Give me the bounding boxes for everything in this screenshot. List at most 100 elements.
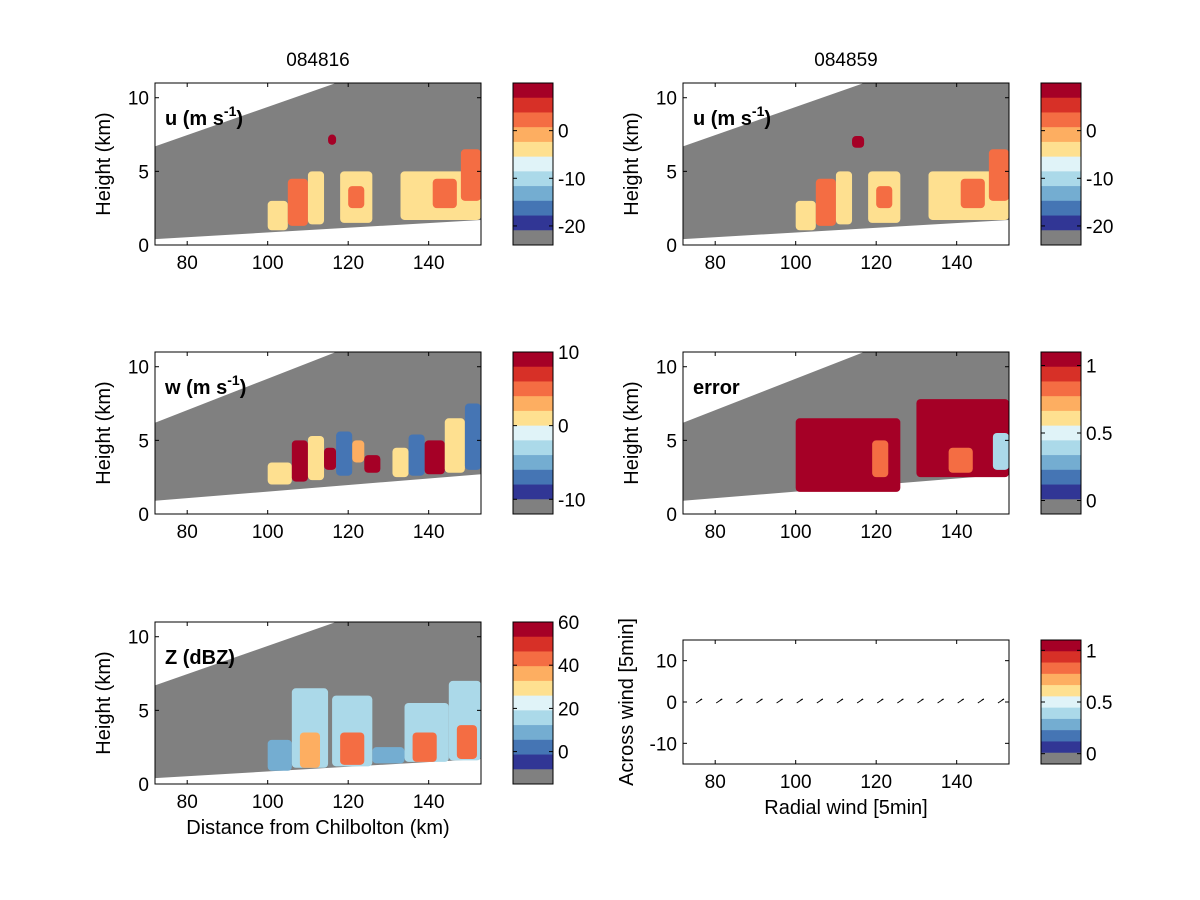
data-cell [432,178,457,209]
data-cell [328,134,337,145]
data-cell [876,186,893,209]
data-cell [392,447,409,478]
colorbar-segment [513,156,553,172]
data-cell [348,186,365,209]
x-axis-label: Radial wind [5min] [764,797,927,819]
panel-label-main: error [693,377,740,399]
colorbar-segment [1041,83,1081,99]
data-cell [364,455,381,473]
y-axis-label: Height (km) [93,651,115,754]
panel-label-main: w (m s [164,377,227,399]
data-cell [460,149,481,201]
data-cell [992,433,1009,470]
colorbar-segment [513,769,553,785]
colorbar-tick-label: 1 [1086,641,1097,662]
x-tick-label: 100 [252,253,284,274]
colorbar-segment [1041,127,1081,143]
colorbar-segment [513,366,553,382]
data-cell [372,747,405,764]
x-tick-label: 140 [941,253,973,274]
axes-frame [682,351,1010,515]
colorbar-segment [1041,730,1081,742]
colorbar-tick-label: -20 [558,217,585,238]
x-tick-label: 120 [860,772,892,793]
panel-label: Z (dBZ) [165,647,235,669]
colorbar-segment [513,710,553,726]
colorbar-frame [512,351,554,515]
colorbar-segment [513,636,553,652]
colorbar-frame [512,82,554,246]
colorbar-segment [1041,352,1081,368]
colorbar-segment [513,381,553,397]
panel-label-close: ) [764,108,771,130]
plot-area [683,352,1009,501]
panel-label-superscript: -1 [752,103,765,119]
data-cell [324,447,337,470]
data-cell [307,435,325,481]
colorbar-tick-label: 0 [558,122,569,143]
x-tick-label: 140 [413,792,445,813]
colorbar-segment [1041,469,1081,486]
colorbar-frame [512,621,554,785]
y-tick-label: 5 [666,162,677,183]
colorbar-segment [1041,696,1081,709]
colorbar-segment [513,97,553,113]
plot-area [155,622,481,779]
colorbar-segment [1041,396,1081,412]
colorbar-segment [1041,440,1081,456]
colorbar-segment [1041,186,1081,202]
data-cell [267,462,292,485]
colorbar-tick-label: 0 [558,417,569,438]
wind-vector-head [981,698,985,701]
colorbar-segment [513,410,553,427]
column-title-right: 084859 [814,50,877,71]
x-tick-label: 80 [705,522,726,543]
data-cell [412,732,437,762]
data-cell [456,725,477,759]
colorbar-tick-label: 0.5 [1086,424,1112,445]
data-cell [960,178,985,209]
colorbar-tick-label: 0 [1086,745,1097,766]
colorbar-segment [513,695,553,711]
colorbar-segment [513,127,553,143]
colorbar-segment [513,112,553,128]
colorbar-tick-label: 20 [558,699,579,720]
colorbar-segment [513,352,553,368]
y-axis-label: Height (km) [621,112,643,215]
x-tick-label: 80 [705,253,726,274]
colorbar-segment [1041,455,1081,471]
y-tick-label: 0 [138,505,149,526]
panel-label-superscript: -1 [224,103,237,119]
colorbar-tick-label: -10 [558,490,585,511]
plot-area [695,698,1005,704]
colorbar-segment [513,200,553,217]
colorbar-segment [1041,97,1081,113]
wind-vector-head [860,698,864,701]
colorbar-segment [513,215,553,231]
data-cell [815,178,836,226]
data-cell [872,440,889,478]
wind-vector-head [921,698,924,701]
x-tick-label: 80 [177,253,198,274]
colorbar-segment [1041,685,1081,697]
x-tick-label: 120 [332,792,364,813]
colorbar-segment [513,725,553,741]
y-axis-label: Across wind [5min] [616,618,638,786]
axes-frame [682,82,1010,246]
panel-label: u (m s-1) [165,103,243,130]
x-tick-label: 140 [413,522,445,543]
wind-vector-head [699,698,703,701]
x-tick-label: 100 [780,772,812,793]
y-tick-label: 0 [138,236,149,257]
y-tick-label: 5 [666,431,677,452]
colorbar-segment [513,440,553,456]
colorbar-tick-label: 0 [1086,492,1097,513]
scan-domain [155,83,481,240]
panel-label: u (m s-1) [693,103,771,130]
data-cell [444,418,465,473]
x-tick-label: 80 [177,792,198,813]
colorbar-segment [1041,741,1081,754]
colorbar-segment [1041,484,1081,500]
